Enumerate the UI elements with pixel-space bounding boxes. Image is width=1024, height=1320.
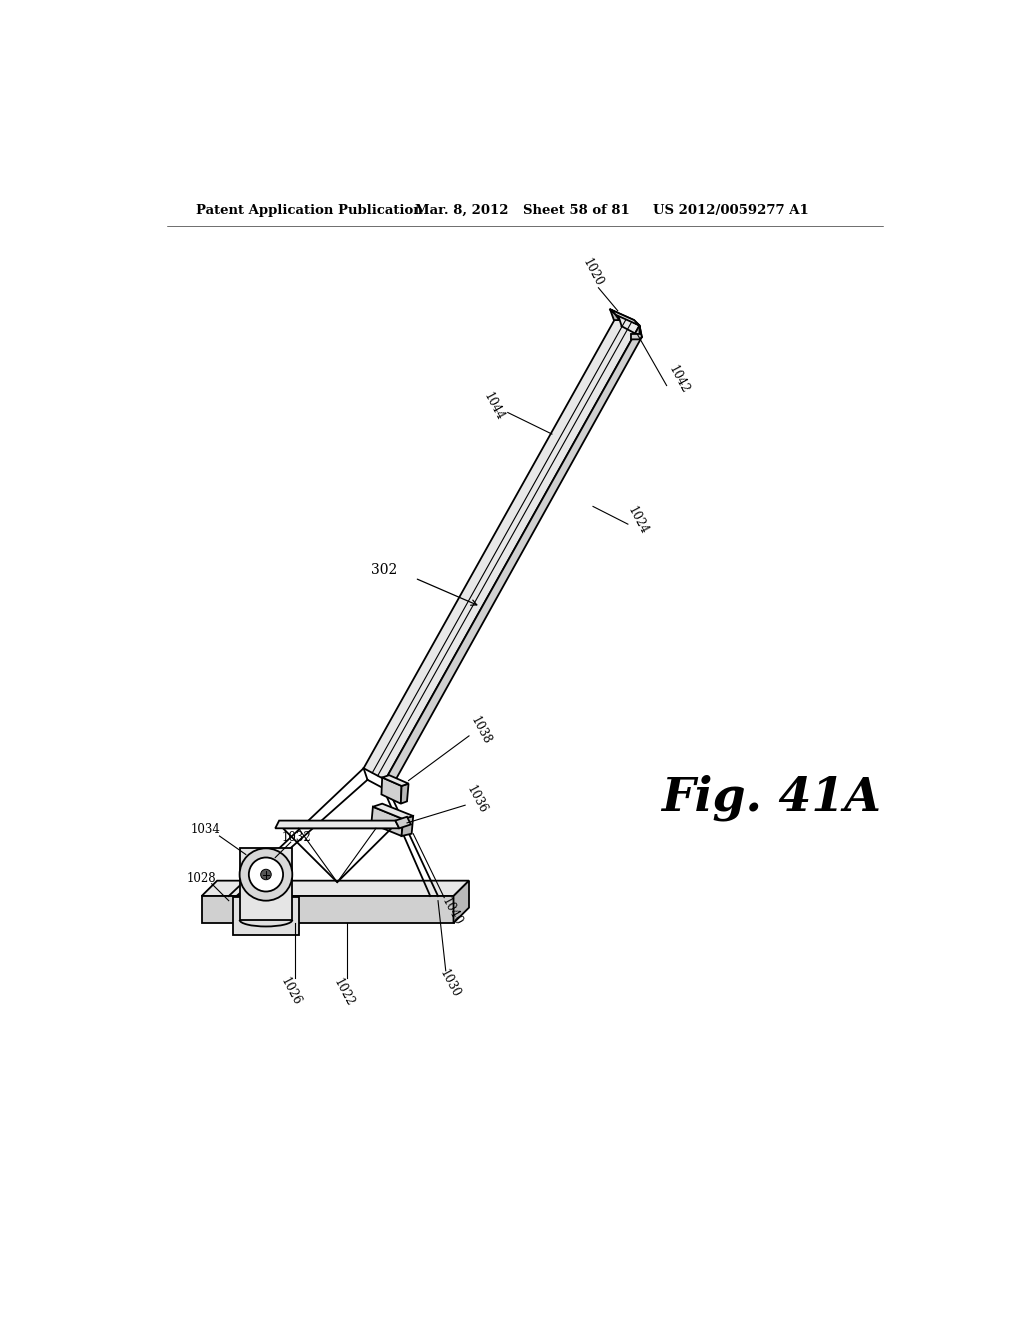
Polygon shape bbox=[401, 816, 414, 836]
Text: 1020: 1020 bbox=[581, 256, 606, 289]
Polygon shape bbox=[631, 326, 642, 339]
Polygon shape bbox=[454, 880, 469, 923]
Text: 302: 302 bbox=[371, 564, 397, 577]
Text: 1022: 1022 bbox=[331, 977, 356, 1008]
Circle shape bbox=[240, 849, 292, 900]
Polygon shape bbox=[373, 804, 414, 818]
Text: Sheet 58 of 81: Sheet 58 of 81 bbox=[523, 205, 630, 218]
Polygon shape bbox=[382, 775, 409, 785]
Text: 1032: 1032 bbox=[282, 832, 312, 843]
Text: Patent Application Publication: Patent Application Publication bbox=[197, 205, 423, 218]
Text: 1024: 1024 bbox=[626, 504, 650, 536]
Text: 1026: 1026 bbox=[279, 975, 303, 1007]
Text: 1036: 1036 bbox=[464, 784, 489, 816]
Polygon shape bbox=[610, 309, 640, 326]
Polygon shape bbox=[610, 309, 640, 326]
Polygon shape bbox=[400, 784, 409, 804]
Text: 1030: 1030 bbox=[437, 968, 463, 1001]
Polygon shape bbox=[395, 817, 411, 829]
Circle shape bbox=[249, 858, 283, 891]
Polygon shape bbox=[202, 880, 469, 896]
Polygon shape bbox=[610, 309, 620, 321]
Text: 1034: 1034 bbox=[190, 824, 220, 837]
Text: Mar. 8, 2012: Mar. 8, 2012 bbox=[415, 205, 508, 218]
Text: 1042: 1042 bbox=[666, 363, 691, 396]
Polygon shape bbox=[372, 807, 403, 836]
Text: 1044: 1044 bbox=[481, 391, 507, 422]
Polygon shape bbox=[385, 326, 642, 792]
Text: 1028: 1028 bbox=[186, 871, 216, 884]
Text: US 2012/0059277 A1: US 2012/0059277 A1 bbox=[653, 205, 809, 218]
Text: 1040: 1040 bbox=[439, 895, 465, 928]
Polygon shape bbox=[364, 314, 640, 780]
Polygon shape bbox=[233, 896, 299, 936]
Circle shape bbox=[261, 870, 271, 879]
Polygon shape bbox=[381, 777, 401, 804]
Polygon shape bbox=[275, 821, 399, 829]
Text: 1038: 1038 bbox=[468, 714, 494, 747]
Text: Fig. 41A: Fig. 41A bbox=[662, 775, 882, 821]
Polygon shape bbox=[202, 896, 454, 923]
Polygon shape bbox=[240, 849, 292, 920]
